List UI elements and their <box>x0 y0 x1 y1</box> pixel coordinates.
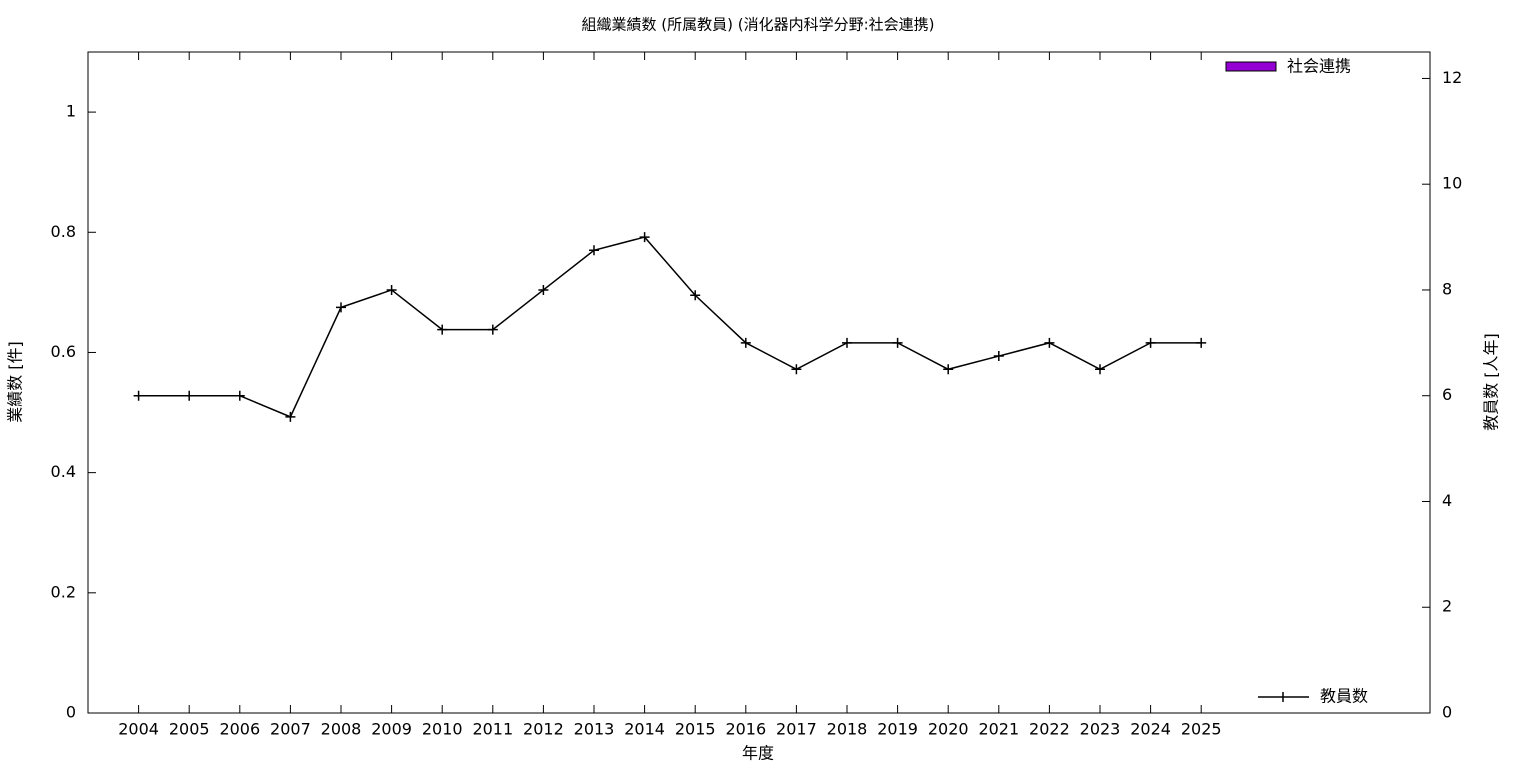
x-tick-label: 2011 <box>472 720 513 739</box>
x-tick-label: 2006 <box>219 720 260 739</box>
x-tick-label: 2004 <box>118 720 159 739</box>
point <box>437 324 448 335</box>
x-tick-label: 2012 <box>523 720 564 739</box>
x-tick-label: 2015 <box>675 720 716 739</box>
line <box>138 236 1202 418</box>
x-tick-label: 2005 <box>169 720 210 739</box>
point <box>892 337 903 348</box>
x-tick-label: 2023 <box>1080 720 1121 739</box>
x-tick-label: 2008 <box>321 720 362 739</box>
point <box>285 411 296 422</box>
point <box>234 390 245 401</box>
y2-tick-label: 6 <box>1442 385 1452 404</box>
y-axis-label: 業績数 [件] <box>6 341 25 423</box>
point <box>487 324 498 335</box>
point <box>1095 364 1105 375</box>
y-tick-label: 0 <box>66 703 76 722</box>
x-tick-label: 2024 <box>1130 720 1171 739</box>
y-tick-label: 0.8 <box>51 222 76 241</box>
point <box>740 337 751 348</box>
y2-tick-label: 12 <box>1442 68 1462 87</box>
y-tick-label: 0.4 <box>51 462 76 481</box>
x-tick-label: 2021 <box>978 720 1019 739</box>
y-tick-label: 1 <box>66 102 76 121</box>
x-tick-label: 2017 <box>776 720 817 739</box>
point <box>184 390 195 401</box>
point <box>1145 337 1156 348</box>
x-tick-label: 2013 <box>574 720 615 739</box>
y-tick-label: 0.2 <box>51 582 76 601</box>
x-tick-label: 2009 <box>371 720 412 739</box>
x-tick-label: 2016 <box>725 720 766 739</box>
point <box>589 245 599 256</box>
point <box>993 351 1004 362</box>
legend-label: 社会連携 <box>1287 57 1351 76</box>
y-tick-label: 0.6 <box>51 342 76 361</box>
y2-tick-label: 0 <box>1442 703 1452 722</box>
legend-label: 教員数 <box>1320 687 1368 706</box>
point <box>943 364 954 375</box>
x-tick-label: 2007 <box>270 720 311 739</box>
point <box>639 232 650 243</box>
legend-line <box>1258 692 1309 702</box>
point <box>336 302 346 313</box>
x-tick-label: 2025 <box>1181 720 1222 739</box>
x-tick-label: 2014 <box>624 720 665 739</box>
point <box>791 364 802 375</box>
point <box>690 290 701 301</box>
x-tick-label: 2010 <box>422 720 463 739</box>
y2-tick-label: 8 <box>1442 279 1452 298</box>
x-tick-label: 2018 <box>827 720 868 739</box>
point <box>133 390 144 401</box>
legend-swatch <box>1225 61 1277 72</box>
x-tick-label: 2022 <box>1029 720 1070 739</box>
chart-title: 組織業績数 (所属教員) (消化器内科学分野:社会連携) <box>581 16 934 34</box>
x-tick-label: 2020 <box>928 720 969 739</box>
plot-frame <box>87 51 1431 714</box>
point <box>538 284 549 295</box>
point <box>386 284 397 295</box>
y2-tick-label: 2 <box>1442 597 1452 616</box>
point <box>842 337 852 348</box>
y2-tick-label: 4 <box>1442 491 1452 510</box>
point <box>1196 337 1207 348</box>
x-tick-label: 2019 <box>877 720 918 739</box>
y2-axis-label: 教員数 [人年] <box>1482 333 1501 431</box>
y2-tick-label: 10 <box>1442 174 1462 193</box>
x-axis-label: 年度 <box>742 744 774 763</box>
point <box>1044 337 1055 348</box>
